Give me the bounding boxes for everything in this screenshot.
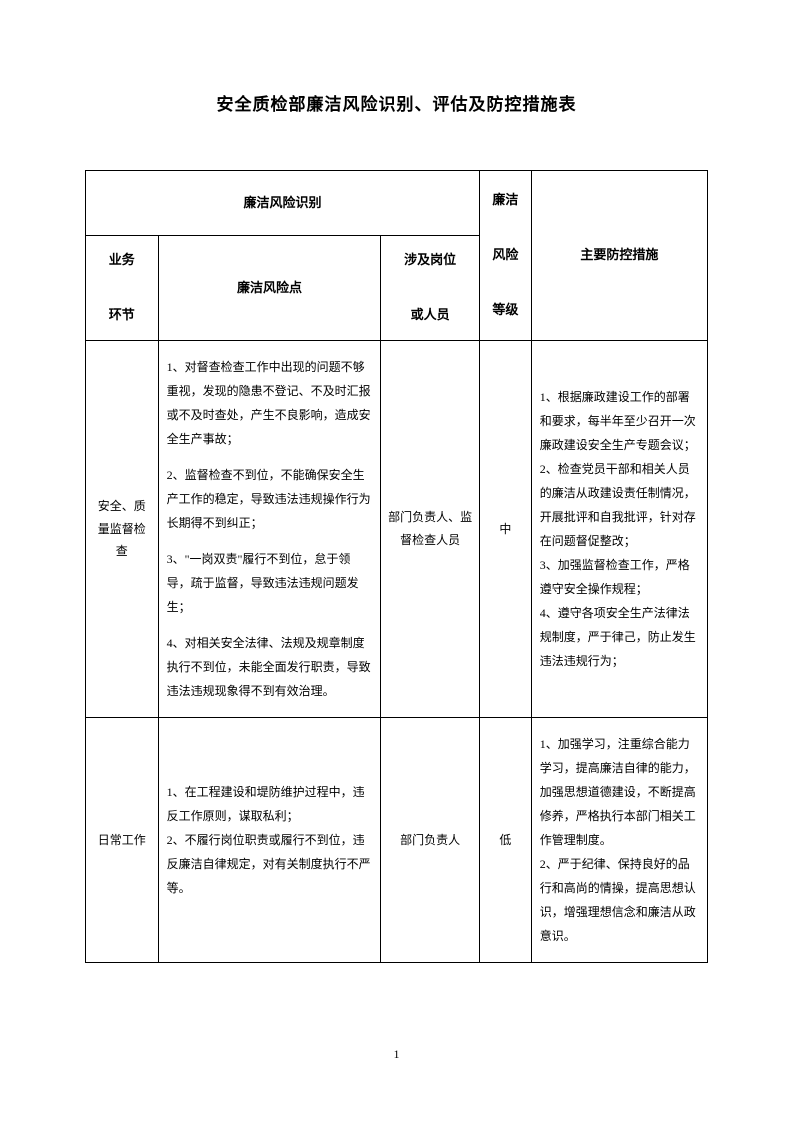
cell-business-2: 日常工作 <box>86 718 159 963</box>
risk-assessment-table: 廉洁风险识别 廉洁 风险 等级 主要防控措施 业务 环节 廉洁风险点 涉及岗位 … <box>85 170 708 963</box>
header-integrity-text: 廉洁 <box>486 188 525 213</box>
header-position-text: 涉及岗位 <box>387 248 472 273</box>
cell-riskpoint-2: 1、在工程建设和堤防维护过程中，违反工作原则，谋取私利； 2、不履行岗位职责或履… <box>158 718 381 963</box>
cell-measures-1: 1、根据廉政建设工作的部署和要求，每半年至少召开一次廉政建设安全生产专题会议； … <box>531 341 707 718</box>
cell-measures-2: 1、加强学习，注重综合能力学习，提高廉洁自律的能力，加强思想道德建设，不断提高修… <box>531 718 707 963</box>
header-riskpoint: 廉洁风险点 <box>158 236 381 341</box>
table-row: 安全、质量监督检查 1、对督查检查工作中出现的问题不够重视，发现的隐患不登记、不… <box>86 341 708 718</box>
cell-business-1: 安全、质量监督检查 <box>86 341 159 718</box>
header-position: 涉及岗位 或人员 <box>381 236 479 341</box>
table-row: 日常工作 1、在工程建设和堤防维护过程中，违反工作原则，谋取私利； 2、不履行岗… <box>86 718 708 963</box>
header-level-text: 等级 <box>486 298 525 323</box>
document-title: 安全质检部廉洁风险识别、评估及防控措施表 <box>85 90 708 115</box>
header-identify: 廉洁风险识别 <box>86 171 480 236</box>
header-business: 业务 环节 <box>86 236 159 341</box>
header-business-text: 业务 <box>92 248 152 273</box>
header-link-text: 环节 <box>92 303 152 328</box>
cell-level-2: 低 <box>479 718 531 963</box>
cell-position-2: 部门负责人 <box>381 718 479 963</box>
cell-position-1: 部门负责人、监督检查人员 <box>381 341 479 718</box>
cell-riskpoint-1: 1、对督查检查工作中出现的问题不够重视，发现的隐患不登记、不及时汇报或不及时查处… <box>158 341 381 718</box>
header-measures: 主要防控措施 <box>531 171 707 341</box>
header-risk-text: 风险 <box>486 243 525 268</box>
riskpoint-1-item-2: 2、监督检查不到位，不能确保安全生产工作的稳定，导致违法违规操作行为长期得不到纠… <box>167 463 373 535</box>
header-personnel-text: 或人员 <box>387 303 472 328</box>
page-number: 1 <box>0 1047 793 1062</box>
header-risk-level: 廉洁 风险 等级 <box>479 171 531 341</box>
cell-level-1: 中 <box>479 341 531 718</box>
riskpoint-1-item-4: 4、对相关安全法律、法规及规章制度执行不到位，未能全面发行职责，导致违法违规现象… <box>167 631 373 703</box>
riskpoint-1-item-3: 3、"一岗双责"履行不到位，怠于领导，疏于监督，导致违法违规问题发生； <box>167 547 373 619</box>
riskpoint-1-item-1: 1、对督查检查工作中出现的问题不够重视，发现的隐患不登记、不及时汇报或不及时查处… <box>167 355 373 451</box>
